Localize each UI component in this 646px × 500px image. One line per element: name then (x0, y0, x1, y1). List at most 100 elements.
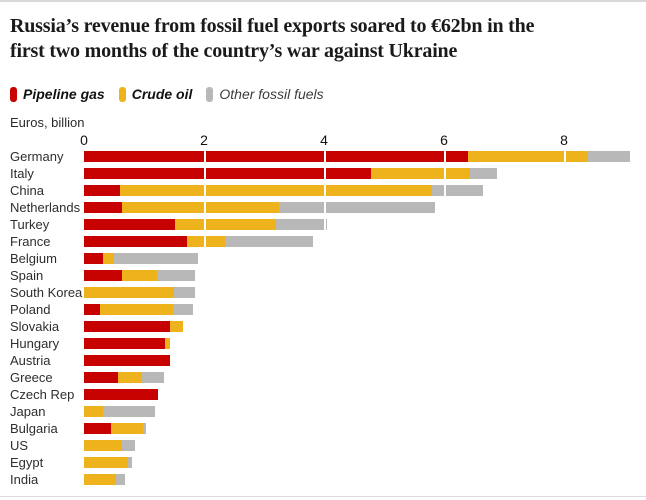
page-title-line-2: first two months of the country’s war ag… (10, 40, 458, 62)
x-tick-label-2: 2 (200, 132, 208, 148)
bar-segment-crude-oil-greece (118, 372, 143, 383)
bar-segment-other-fossil-fuels-india (116, 474, 126, 485)
bar-segment-other-fossil-fuels-netherlands (278, 202, 435, 213)
chart-row-slovakia: Slovakia (0, 318, 646, 335)
legend-label-other-fossil-fuels: Other fossil fuels (219, 86, 324, 102)
bar-segment-pipeline-gas-czech-rep (84, 389, 159, 400)
legend-item-other-fossil-fuels: Other fossil fuels (206, 86, 324, 102)
bar-segment-crude-oil-japan (84, 406, 104, 417)
bar-segment-crude-oil-netherlands (121, 202, 279, 213)
bar-segment-crude-oil-south-korea (84, 287, 174, 298)
bar-segment-other-fossil-fuels-poland (172, 304, 194, 315)
bar-segment-pipeline-gas-greece (84, 372, 119, 383)
chart-row-china: China (0, 182, 646, 199)
gridline-8 (564, 148, 566, 488)
country-label-slovakia: Slovakia (10, 319, 60, 334)
country-label-south-korea: South Korea (10, 285, 83, 300)
bar-segment-other-fossil-fuels-bulgaria (142, 423, 147, 434)
chart-row-egypt: Egypt (0, 454, 646, 471)
bar-segment-pipeline-gas-turkey (84, 219, 176, 230)
bar-segment-pipeline-gas-germany (84, 151, 468, 162)
country-label-hungary: Hungary (10, 336, 60, 351)
bar-segment-other-fossil-fuels-china (432, 185, 483, 196)
bar-track-india (84, 474, 640, 485)
other-fossil-fuels-swatch-icon (206, 86, 214, 102)
country-label-poland: Poland (10, 302, 51, 317)
chart-row-italy: Italy (0, 165, 646, 182)
chart-row-south-korea: South Korea (0, 284, 646, 301)
bar-track-italy (84, 168, 640, 179)
chart-row-netherlands: Netherlands (0, 199, 646, 216)
chart-row-india: India (0, 471, 646, 488)
bar-track-czech-rep (84, 389, 640, 400)
bar-segment-other-fossil-fuels-italy (469, 168, 497, 179)
x-tick-label-0: 0 (80, 132, 88, 148)
bar-segment-other-fossil-fuels-us (121, 440, 135, 451)
bar-segment-other-fossil-fuels-egypt (127, 457, 132, 468)
x-tick-label-4: 4 (320, 132, 328, 148)
bar-track-south-korea (84, 287, 640, 298)
bar-segment-pipeline-gas-china (84, 185, 120, 196)
stacked-bar-chart: Germany Italy China Netherlands Turkey France… (0, 148, 646, 488)
bar-segment-pipeline-gas-hungary (84, 338, 165, 349)
bar-track-germany (84, 151, 640, 162)
bar-track-poland (84, 304, 640, 315)
bar-track-slovakia (84, 321, 640, 332)
bar-segment-crude-oil-italy (370, 168, 470, 179)
bar-segment-other-fossil-fuels-turkey (275, 219, 327, 230)
bar-segment-other-fossil-fuels-belgium (113, 253, 198, 264)
country-label-austria: Austria (10, 353, 51, 368)
bar-segment-pipeline-gas-netherlands (84, 202, 122, 213)
bar-segment-crude-oil-turkey (175, 219, 276, 230)
country-label-italy: Italy (10, 166, 34, 181)
bar-track-france (84, 236, 640, 247)
chart-row-bulgaria: Bulgaria (0, 420, 646, 437)
page-title: Russia’s revenue from fossil fuel export… (10, 14, 636, 64)
crude-oil-swatch-icon (118, 86, 126, 102)
bar-segment-crude-oil-belgium (103, 253, 114, 264)
gridline-2 (204, 148, 206, 488)
country-label-czech-rep: Czech Rep (10, 387, 75, 402)
bar-track-us (84, 440, 640, 451)
chart-row-czech-rep: Czech Rep (0, 386, 646, 403)
chart-row-turkey: Turkey (0, 216, 646, 233)
bar-track-greece (84, 372, 640, 383)
page-title-line-1: Russia’s revenue from fossil fuel export… (10, 15, 535, 37)
country-label-egypt: Egypt (10, 455, 44, 470)
bar-segment-crude-oil-india (84, 474, 117, 485)
axis-units-label: Euros, billion (10, 115, 85, 130)
country-label-india: India (10, 472, 39, 487)
chart-row-belgium: Belgium (0, 250, 646, 267)
bar-segment-crude-oil-slovakia (170, 321, 183, 332)
bar-segment-other-fossil-fuels-france (224, 236, 314, 247)
legend-label-pipeline-gas: Pipeline gas (23, 86, 105, 102)
bar-segment-pipeline-gas-slovakia (84, 321, 171, 332)
bar-segment-crude-oil-germany (468, 151, 588, 162)
gridline-6 (444, 148, 446, 488)
bar-segment-crude-oil-bulgaria (111, 423, 143, 434)
x-tick-label-6: 6 (440, 132, 448, 148)
bar-segment-other-fossil-fuels-greece (142, 372, 164, 383)
chart-row-us: US (0, 437, 646, 454)
bar-segment-other-fossil-fuels-germany (588, 151, 630, 162)
chart-row-germany: Germany (0, 148, 646, 165)
bar-track-hungary (84, 338, 640, 349)
chart-row-austria: Austria (0, 352, 646, 369)
legend-item-crude-oil: Crude oil (118, 86, 192, 102)
bar-segment-crude-oil-us (84, 440, 122, 451)
bar-track-china (84, 185, 640, 196)
bar-track-egypt (84, 457, 640, 468)
country-label-turkey: Turkey (10, 217, 50, 232)
bar-segment-pipeline-gas-bulgaria (84, 423, 111, 434)
bar-segment-pipeline-gas-austria (84, 355, 170, 366)
country-label-germany: Germany (10, 149, 64, 164)
bar-track-japan (84, 406, 640, 417)
pipeline-gas-swatch-icon (10, 86, 17, 102)
x-tick-label-8: 8 (560, 132, 568, 148)
country-label-china: China (10, 183, 44, 198)
chart-legend: Pipeline gas Crude oil Other fossil fuel… (10, 86, 646, 102)
bar-segment-pipeline-gas-belgium (84, 253, 104, 264)
bar-track-spain (84, 270, 640, 281)
bar-segment-other-fossil-fuels-spain (156, 270, 195, 281)
gridline-4 (324, 148, 326, 488)
